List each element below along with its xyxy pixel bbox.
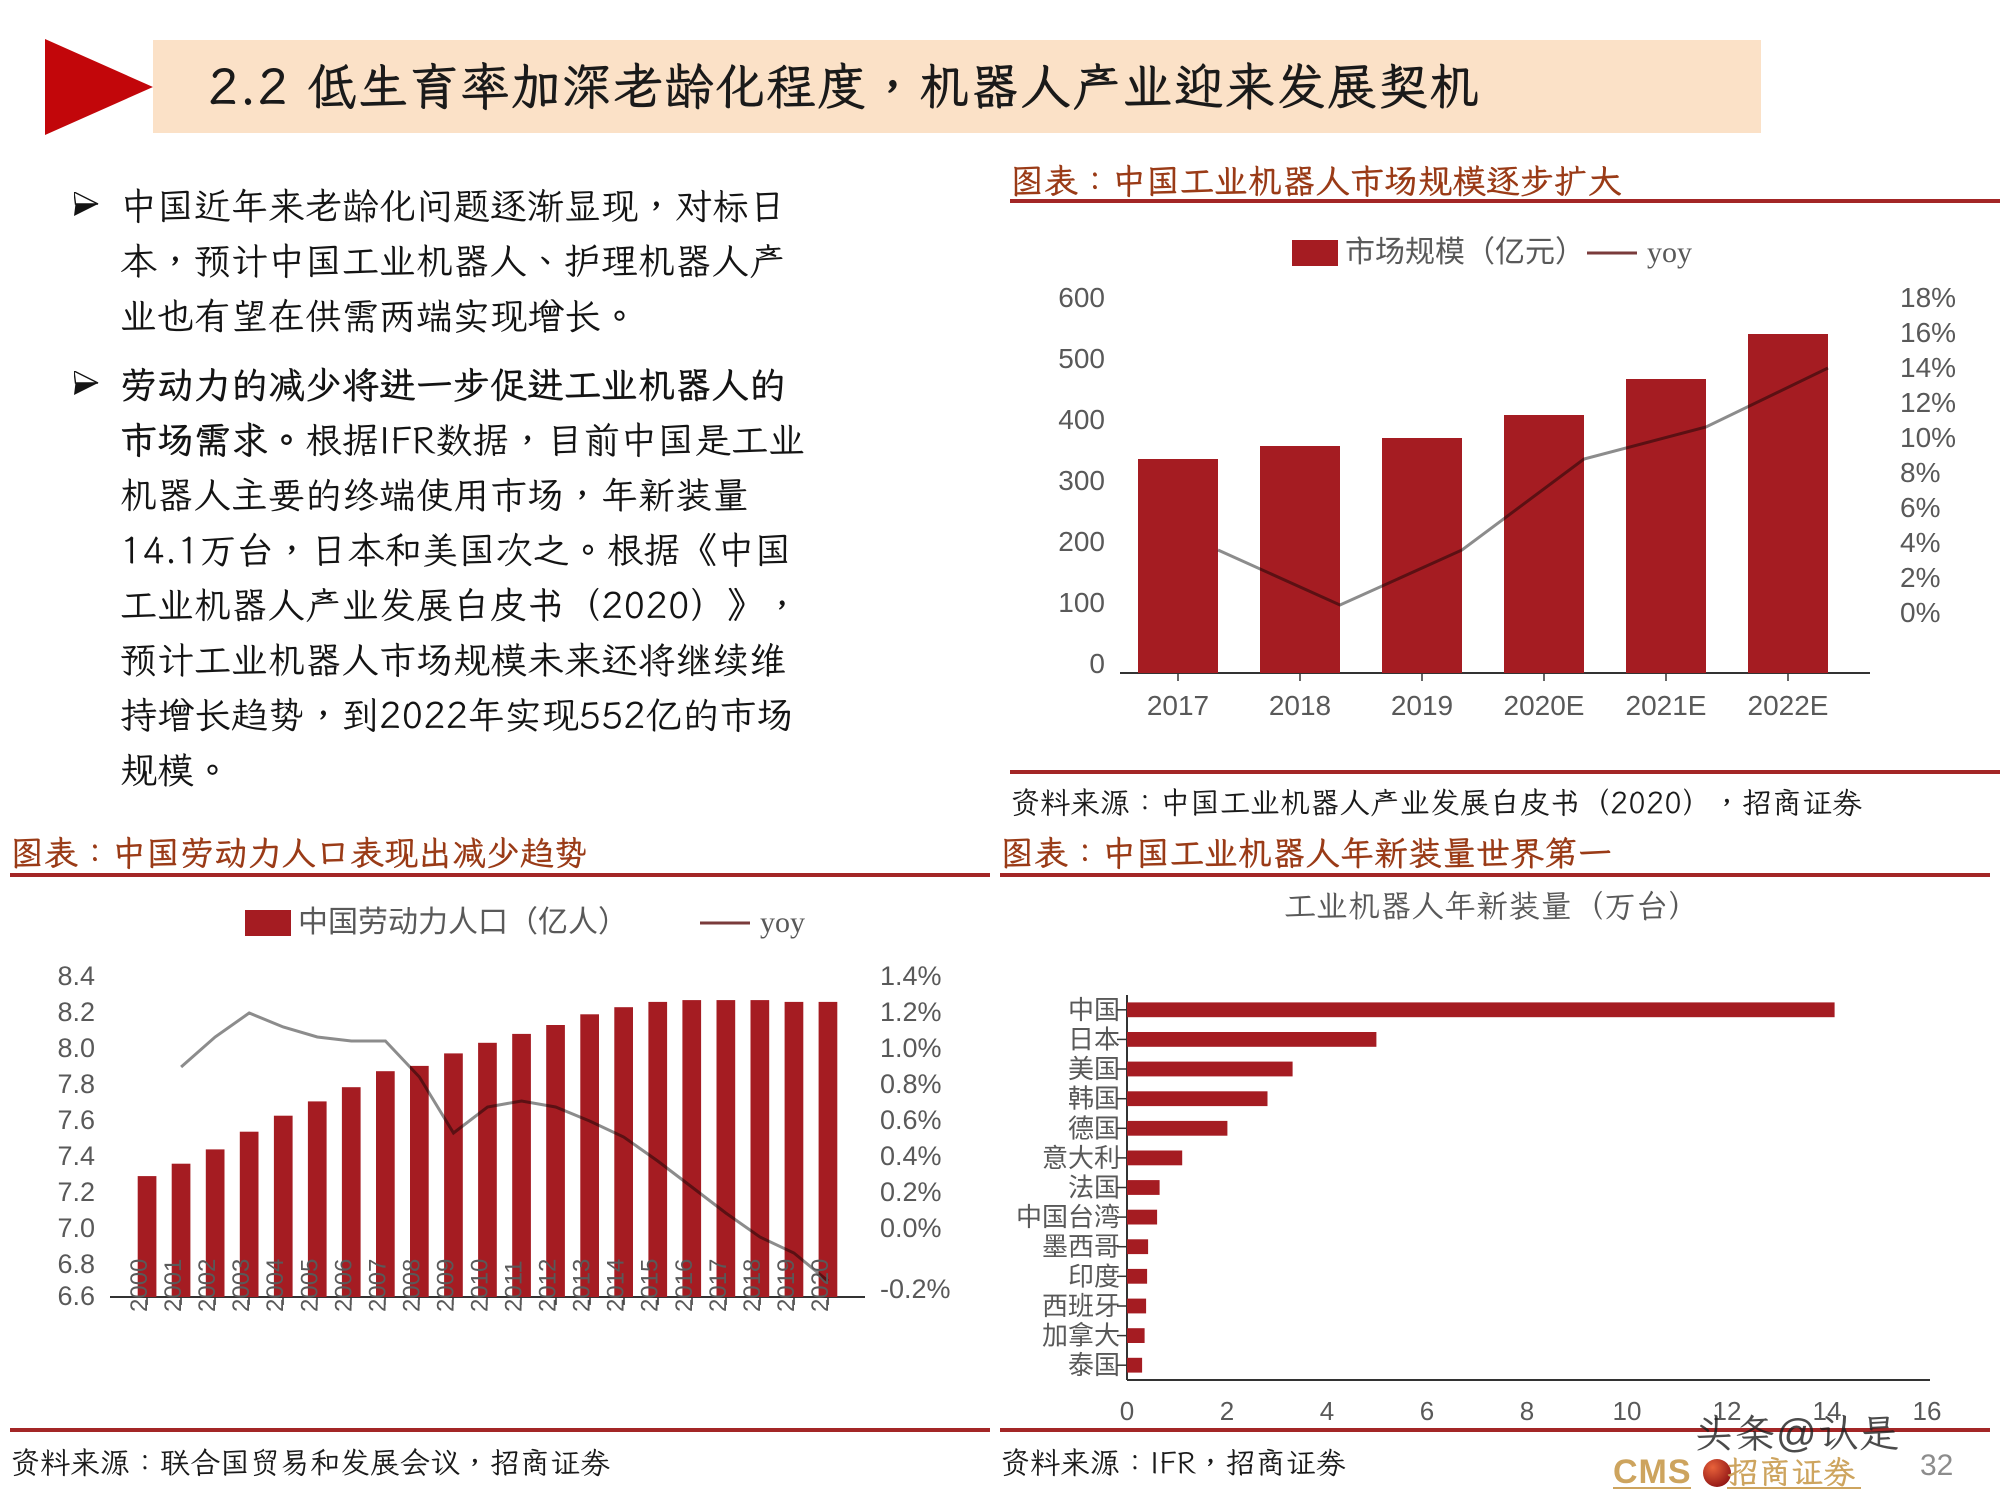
svg-text:16%: 16%	[1900, 317, 1956, 348]
svg-text:1.4%: 1.4%	[880, 961, 942, 991]
svg-text:0.8%: 0.8%	[880, 1069, 942, 1099]
svg-text:4: 4	[1320, 1396, 1334, 1426]
svg-text:2: 2	[1220, 1396, 1234, 1426]
svg-text:6%: 6%	[1900, 492, 1940, 523]
svg-text:加拿大: 加拿大	[1042, 1321, 1120, 1351]
svg-text:2018: 2018	[739, 1259, 766, 1312]
svg-text:7.8: 7.8	[57, 1069, 95, 1099]
svg-text:6: 6	[1420, 1396, 1434, 1426]
svg-text:10%: 10%	[1900, 422, 1956, 453]
svg-text:1.0%: 1.0%	[880, 1033, 942, 1063]
svg-text:2005: 2005	[296, 1259, 323, 1312]
svg-text:7.6: 7.6	[57, 1105, 95, 1135]
svg-text:2019: 2019	[1391, 690, 1453, 721]
svg-text:8%: 8%	[1900, 457, 1940, 488]
svg-text:0: 0	[1089, 648, 1105, 679]
svg-text:300: 300	[1058, 465, 1105, 496]
svg-text:4%: 4%	[1900, 527, 1940, 558]
svg-text:2012: 2012	[535, 1259, 562, 1312]
svg-text:2003: 2003	[228, 1259, 255, 1312]
svg-text:2018: 2018	[1269, 690, 1331, 721]
svg-text:泰国: 泰国	[1068, 1350, 1120, 1380]
svg-text:7.4: 7.4	[57, 1141, 95, 1171]
svg-text:0%: 0%	[1900, 597, 1940, 628]
svg-text:yoy: yoy	[1647, 236, 1692, 269]
svg-text:美国: 美国	[1068, 1054, 1120, 1084]
svg-text:日本: 日本	[1068, 1024, 1120, 1054]
svg-text:0: 0	[1120, 1396, 1134, 1426]
svg-text:2016: 2016	[671, 1259, 698, 1312]
svg-text:0.6%: 0.6%	[880, 1105, 942, 1135]
svg-text:2002: 2002	[194, 1259, 221, 1312]
svg-text:2006: 2006	[330, 1259, 357, 1312]
svg-text:2020: 2020	[807, 1259, 834, 1312]
svg-text:2021E: 2021E	[1626, 690, 1707, 721]
svg-text:2007: 2007	[364, 1259, 391, 1312]
svg-text:韩国: 韩国	[1068, 1084, 1120, 1114]
svg-text:0.4%: 0.4%	[880, 1141, 942, 1171]
svg-text:中国劳动力人口（亿人）: 中国劳动力人口（亿人）	[298, 906, 628, 939]
svg-text:6.6: 6.6	[57, 1281, 95, 1311]
svg-text:yoy: yoy	[760, 906, 805, 939]
svg-text:-0.2%: -0.2%	[880, 1274, 951, 1304]
svg-text:西班牙: 西班牙	[1042, 1291, 1120, 1321]
svg-text:7.0: 7.0	[57, 1213, 95, 1243]
svg-text:2000: 2000	[126, 1259, 153, 1312]
svg-text:2%: 2%	[1900, 562, 1940, 593]
svg-text:中国: 中国	[1068, 995, 1120, 1025]
svg-text:2001: 2001	[160, 1259, 187, 1312]
svg-text:2019: 2019	[773, 1259, 800, 1312]
svg-text:2017: 2017	[1147, 690, 1209, 721]
svg-text:意大利: 意大利	[1042, 1143, 1120, 1173]
svg-text:中国台湾: 中国台湾	[1016, 1202, 1120, 1232]
svg-text:8.0: 8.0	[57, 1033, 95, 1063]
svg-text:2008: 2008	[398, 1259, 425, 1312]
svg-text:10: 10	[1613, 1396, 1642, 1426]
svg-text:400: 400	[1058, 404, 1105, 435]
svg-text:2004: 2004	[262, 1259, 289, 1312]
svg-text:18%: 18%	[1900, 282, 1956, 313]
svg-text:2020E: 2020E	[1504, 690, 1585, 721]
svg-text:7.2: 7.2	[57, 1177, 95, 1207]
svg-text:8.4: 8.4	[57, 961, 95, 991]
svg-text:2015: 2015	[637, 1259, 664, 1312]
svg-text:8: 8	[1520, 1396, 1534, 1426]
svg-text:2009: 2009	[433, 1259, 460, 1312]
svg-text:德国: 德国	[1068, 1113, 1120, 1143]
svg-text:0.2%: 0.2%	[880, 1177, 942, 1207]
svg-text:墨西哥: 墨西哥	[1042, 1232, 1120, 1262]
svg-text:0.0%: 0.0%	[880, 1213, 942, 1243]
svg-text:印度: 印度	[1068, 1261, 1120, 1291]
svg-text:500: 500	[1058, 343, 1105, 374]
svg-text:14%: 14%	[1900, 352, 1956, 383]
svg-text:2013: 2013	[569, 1259, 596, 1312]
svg-text:100: 100	[1058, 587, 1105, 618]
svg-text:2017: 2017	[705, 1259, 732, 1312]
svg-text:2010: 2010	[467, 1259, 494, 1312]
svg-text:1.2%: 1.2%	[880, 997, 942, 1027]
svg-text:12%: 12%	[1900, 387, 1956, 418]
svg-text:2011: 2011	[501, 1260, 528, 1312]
svg-text:16: 16	[1913, 1396, 1942, 1426]
svg-text:法国: 法国	[1068, 1173, 1120, 1203]
svg-text:市场规模（亿元）: 市场规模（亿元）	[1345, 236, 1585, 269]
svg-text:200: 200	[1058, 526, 1105, 557]
svg-text:8.2: 8.2	[57, 997, 95, 1027]
svg-text:2022E: 2022E	[1748, 690, 1829, 721]
svg-text:2014: 2014	[603, 1259, 630, 1312]
svg-text:6.8: 6.8	[57, 1249, 95, 1279]
svg-text:600: 600	[1058, 282, 1105, 313]
